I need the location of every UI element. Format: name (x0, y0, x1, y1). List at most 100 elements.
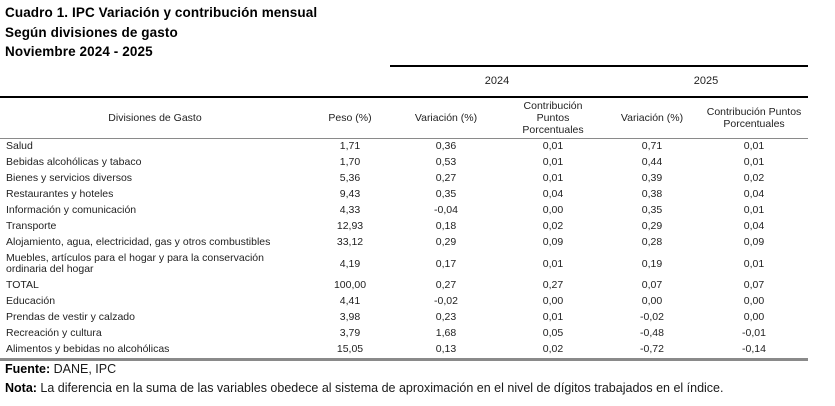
column-header-row: Divisiones de Gasto Peso (%) Variación (… (0, 95, 809, 139)
division-cell: Información y comunicación (6, 204, 137, 216)
peso-cell: 12,93 (336, 220, 364, 232)
division-cell: Educación (6, 295, 56, 307)
variacion-2025-cell: 0,44 (641, 156, 663, 168)
table-row: Prendas de vestir y calzado 3,98 0,23 0,… (0, 310, 808, 326)
division-cell: Muebles, artículos para el hogar y para … (6, 252, 264, 275)
table-row: Salud 1,71 0,36 0,01 0,71 0,01 (0, 138, 808, 155)
variacion-2025-cell: 0,38 (641, 188, 663, 200)
year-header-spacer (0, 66, 390, 97)
division-cell: TOTAL (6, 279, 39, 291)
contribucion-2024-cell: 0,01 (542, 140, 564, 152)
table-row: Alimentos y bebidas no alcohólicas 15,05… (0, 342, 808, 360)
table-row: Muebles, artículos para el hogar y para … (0, 251, 808, 278)
ipc-variation-table: 2024 2025 Divisiones de Gasto Peso (%) V… (0, 64, 809, 361)
table-row: Transporte 12,93 0,18 0,02 0,29 0,04 (0, 219, 808, 235)
peso-cell: 3,79 (339, 327, 361, 339)
table-row: Restaurantes y hoteles 9,43 0,35 0,04 0,… (0, 187, 808, 203)
contribucion-2024-cell: 0,09 (542, 236, 564, 248)
contribucion-2024-cell: 0,05 (542, 327, 564, 339)
column-header-contribucion-2024: Contribución Puntos Porcentuales (502, 95, 605, 139)
contribucion-2025-cell: 0,00 (743, 311, 765, 323)
variacion-2024-cell: -0,04 (434, 204, 458, 216)
variacion-2024-cell: 0,13 (435, 343, 457, 355)
variacion-2024-cell: -0,02 (434, 295, 458, 307)
contribucion-2024-cell: 0,01 (542, 156, 564, 168)
contribucion-2025-cell: -0,01 (742, 327, 766, 339)
variacion-2025-cell: 0,28 (641, 236, 663, 248)
contribucion-2024-cell: 0,00 (542, 295, 564, 307)
column-header-variacion-2025: Variación (%) (604, 95, 701, 139)
contribucion-2024-cell: 0,02 (542, 220, 564, 232)
contribucion-2024-cell: 0,01 (542, 172, 564, 184)
table-row: Bebidas alcohólicas y tabaco 1,70 0,53 0… (0, 155, 808, 171)
variacion-2024-cell: 1,68 (435, 327, 457, 339)
variacion-2025-cell: 0,39 (641, 172, 663, 184)
contribucion-2024-cell: 0,02 (542, 343, 564, 355)
variacion-2025-cell: -0,72 (640, 343, 664, 355)
contribucion-2025-cell: 0,02 (743, 172, 765, 184)
table-title: Cuadro 1. IPC Variación y contribución m… (0, 0, 835, 62)
peso-cell: 1,70 (339, 156, 361, 168)
title-line-3: Noviembre 2024 - 2025 (5, 44, 153, 59)
column-header-variacion-2024: Variación (%) (390, 95, 502, 139)
variacion-2025-cell: -0,48 (640, 327, 664, 339)
contribucion-2024-cell: 0,27 (542, 279, 564, 291)
peso-cell: 100,00 (333, 279, 367, 291)
contribucion-2025-cell: 0,01 (743, 204, 765, 216)
contribucion-2024-cell: 0,00 (542, 204, 564, 216)
peso-cell: 3,98 (339, 311, 361, 323)
variacion-2024-cell: 0,17 (435, 257, 457, 270)
division-cell: Alimentos y bebidas no alcohólicas (6, 343, 170, 355)
note-line: Nota: La diferencia en la suma de las va… (5, 379, 833, 398)
contribucion-2025-cell: 0,01 (743, 140, 765, 152)
variacion-2025-cell: 0,00 (641, 295, 663, 307)
table-footer: Fuente: DANE, IPC Nota: La diferencia en… (5, 360, 833, 398)
division-cell: Prendas de vestir y calzado (6, 311, 135, 323)
peso-cell: 15,05 (336, 343, 364, 355)
peso-cell: 4,41 (339, 295, 361, 307)
table-row: Bienes y servicios diversos 5,36 0,27 0,… (0, 171, 808, 187)
contribucion-2025-cell: 0,01 (743, 156, 765, 168)
year-group-2024: 2024 (390, 64, 605, 97)
peso-cell: 9,43 (339, 188, 361, 200)
variacion-2024-cell: 0,36 (435, 140, 457, 152)
note-label: Nota: (5, 381, 37, 395)
contribucion-2025-cell: 0,01 (743, 257, 765, 270)
division-cell: Restaurantes y hoteles (6, 188, 114, 200)
variacion-2024-cell: 0,53 (435, 156, 457, 168)
table-row: Información y comunicación 4,33 -0,04 0,… (0, 203, 808, 219)
division-cell: Salud (6, 140, 33, 152)
peso-cell: 4,33 (339, 204, 361, 216)
contribucion-2025-cell: 0,09 (743, 236, 765, 248)
peso-cell: 5,36 (339, 172, 361, 184)
contribucion-2025-cell: -0,14 (742, 343, 766, 355)
variacion-2025-cell: 0,35 (641, 204, 663, 216)
variacion-2025-cell: 0,29 (641, 220, 663, 232)
table-row: Alojamiento, agua, electricidad, gas y o… (0, 235, 808, 251)
source-text: DANE, IPC (50, 362, 117, 376)
division-cell: Recreación y cultura (6, 327, 102, 339)
source-label: Fuente: (5, 362, 51, 376)
peso-cell: 4,19 (339, 257, 361, 270)
contribucion-2025-cell: 0,00 (743, 295, 765, 307)
peso-cell: 33,12 (336, 236, 364, 248)
variacion-2024-cell: 0,27 (435, 172, 457, 184)
column-header-contribucion-2025: Contribución Puntos Porcentuales (700, 95, 809, 139)
contribucion-2025-cell: 0,04 (743, 220, 765, 232)
table-row: TOTAL 100,00 0,27 0,27 0,07 0,07 (0, 278, 808, 294)
division-cell: Bebidas alcohólicas y tabaco (6, 156, 142, 168)
title-line-1: Cuadro 1. IPC Variación y contribución m… (5, 5, 318, 20)
year-header-row: 2024 2025 (0, 64, 809, 97)
contribucion-2024-cell: 0,01 (542, 257, 564, 270)
title-line-2: Según divisiones de gasto (5, 24, 178, 40)
variacion-2024-cell: 0,35 (435, 188, 457, 200)
source-line: Fuente: DANE, IPC (5, 360, 833, 379)
year-group-2025: 2025 (604, 64, 809, 97)
contribucion-2025-cell: 0,04 (743, 188, 765, 200)
variacion-2024-cell: 0,23 (435, 311, 457, 323)
table-row: Recreación y cultura 3,79 1,68 0,05 -0,4… (0, 326, 808, 342)
peso-cell: 1,71 (339, 140, 361, 152)
variacion-2024-cell: 0,27 (435, 279, 457, 291)
column-header-peso: Peso (%) (310, 95, 390, 139)
